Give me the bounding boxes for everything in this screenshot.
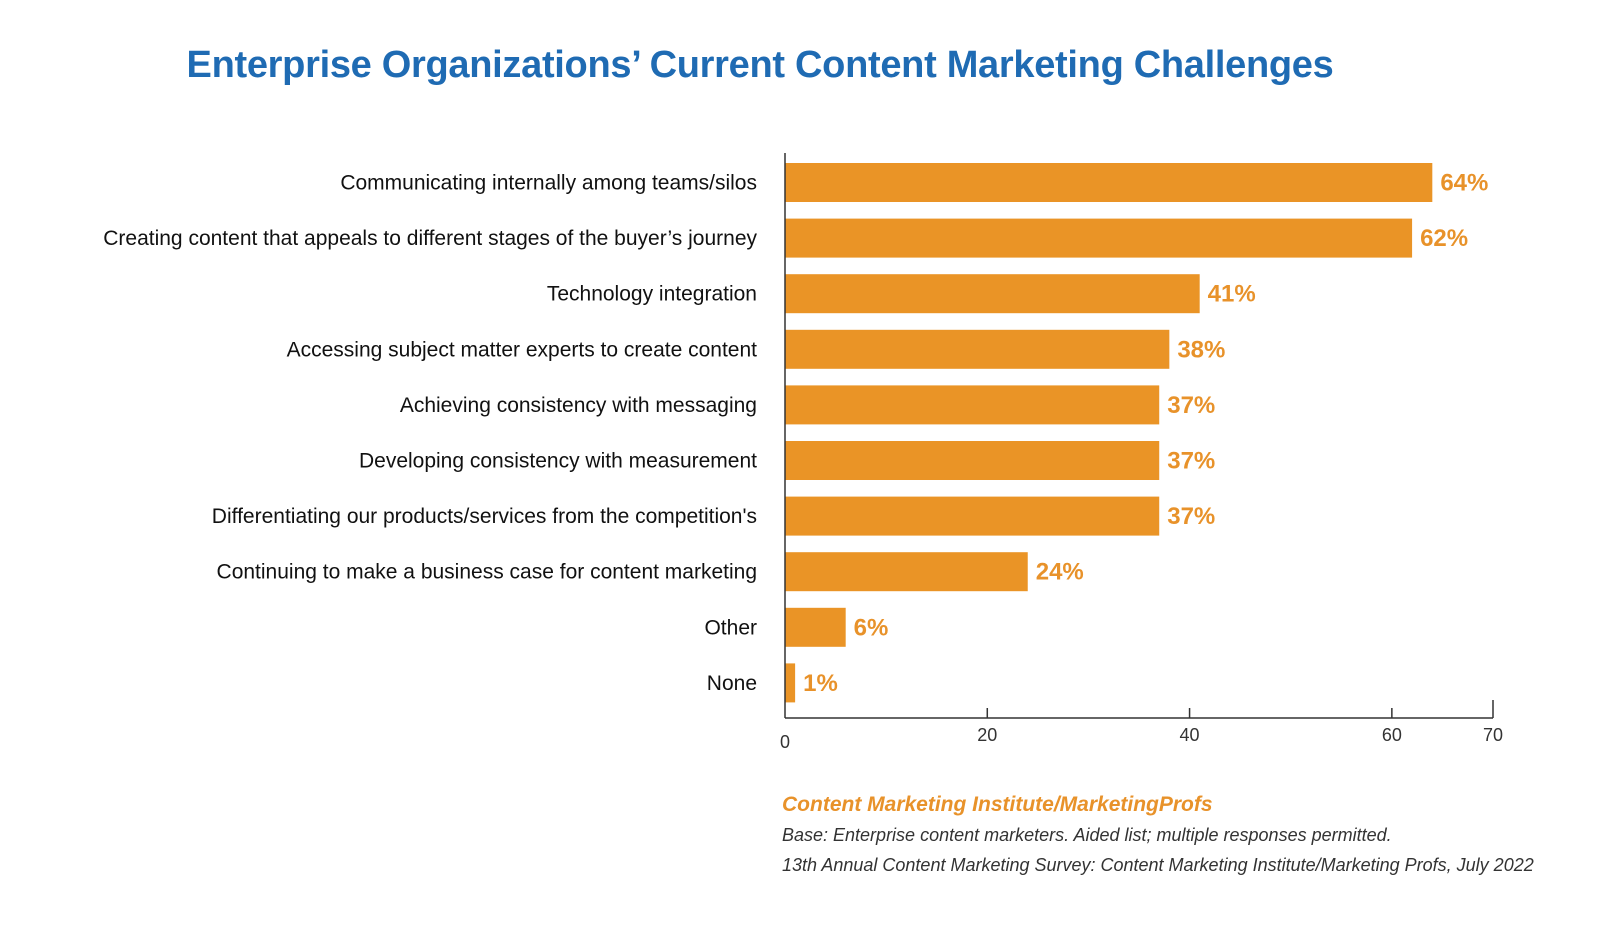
category-label: Accessing subject matter experts to crea…	[287, 338, 758, 361]
bar	[785, 163, 1433, 202]
source-block: Content Marketing Institute/MarketingPro…	[782, 793, 1534, 885]
bar	[785, 552, 1028, 592]
x-tick-label: 60	[1382, 725, 1402, 745]
value-label: 1%	[803, 670, 838, 697]
value-label: 37%	[1167, 448, 1215, 475]
value-label: 24%	[1036, 559, 1084, 586]
value-label: 37%	[1167, 503, 1215, 530]
x-tick-label: 0	[780, 732, 790, 752]
bar-chart: Communicating internally among teams/sil…	[103, 153, 1503, 752]
value-label: 37%	[1167, 392, 1215, 419]
category-label: Continuing to make a business case for c…	[217, 561, 757, 584]
value-label: 64%	[1440, 170, 1488, 197]
chart-title: Enterprise Organizations’ Current Conten…	[186, 44, 1334, 86]
bar	[785, 274, 1200, 314]
source-org: Content Marketing Institute/MarketingPro…	[782, 793, 1213, 816]
bar	[785, 218, 1413, 258]
value-label: 38%	[1177, 336, 1225, 363]
bar	[785, 385, 1160, 425]
x-tick-label: 20	[977, 725, 997, 745]
category-label: Communicating internally among teams/sil…	[340, 172, 757, 195]
category-label: Developing consistency with measurement	[359, 450, 757, 473]
category-label: Differentiating our products/services fr…	[212, 505, 757, 528]
survey-note: 13th Annual Content Marketing Survey: Co…	[782, 855, 1534, 875]
bar	[785, 441, 1160, 480]
category-label: Other	[704, 616, 757, 639]
value-label: 62%	[1420, 225, 1468, 252]
value-label: 41%	[1208, 281, 1256, 308]
category-label: Creating content that appeals to differe…	[103, 227, 757, 250]
bar	[785, 496, 1160, 536]
value-label: 6%	[854, 614, 889, 641]
bar	[785, 607, 846, 647]
category-label: None	[707, 672, 757, 695]
category-label: Achieving consistency with messaging	[400, 394, 757, 417]
bar	[785, 663, 796, 703]
bar	[785, 329, 1170, 369]
x-tick-label: 70	[1483, 725, 1503, 745]
x-tick-label: 40	[1180, 725, 1200, 745]
base-note: Base: Enterprise content marketers. Aide…	[782, 825, 1392, 845]
category-label: Technology integration	[547, 283, 757, 306]
